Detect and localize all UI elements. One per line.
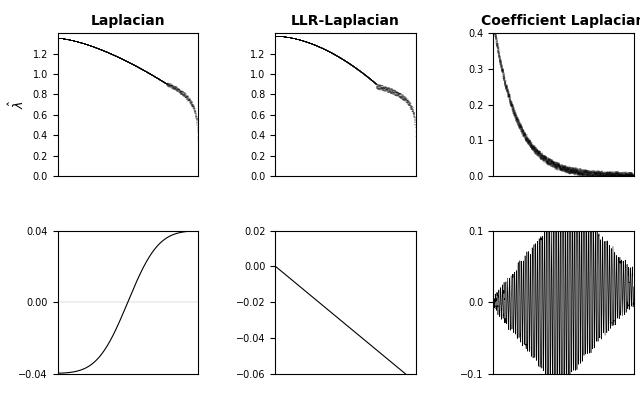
Title: LLR-Laplacian: LLR-Laplacian	[291, 14, 400, 28]
Title: Laplacian: Laplacian	[90, 14, 165, 28]
Y-axis label: $\hat{\lambda}$: $\hat{\lambda}$	[8, 100, 27, 109]
Title: Coefficient Laplacian: Coefficient Laplacian	[481, 14, 640, 28]
